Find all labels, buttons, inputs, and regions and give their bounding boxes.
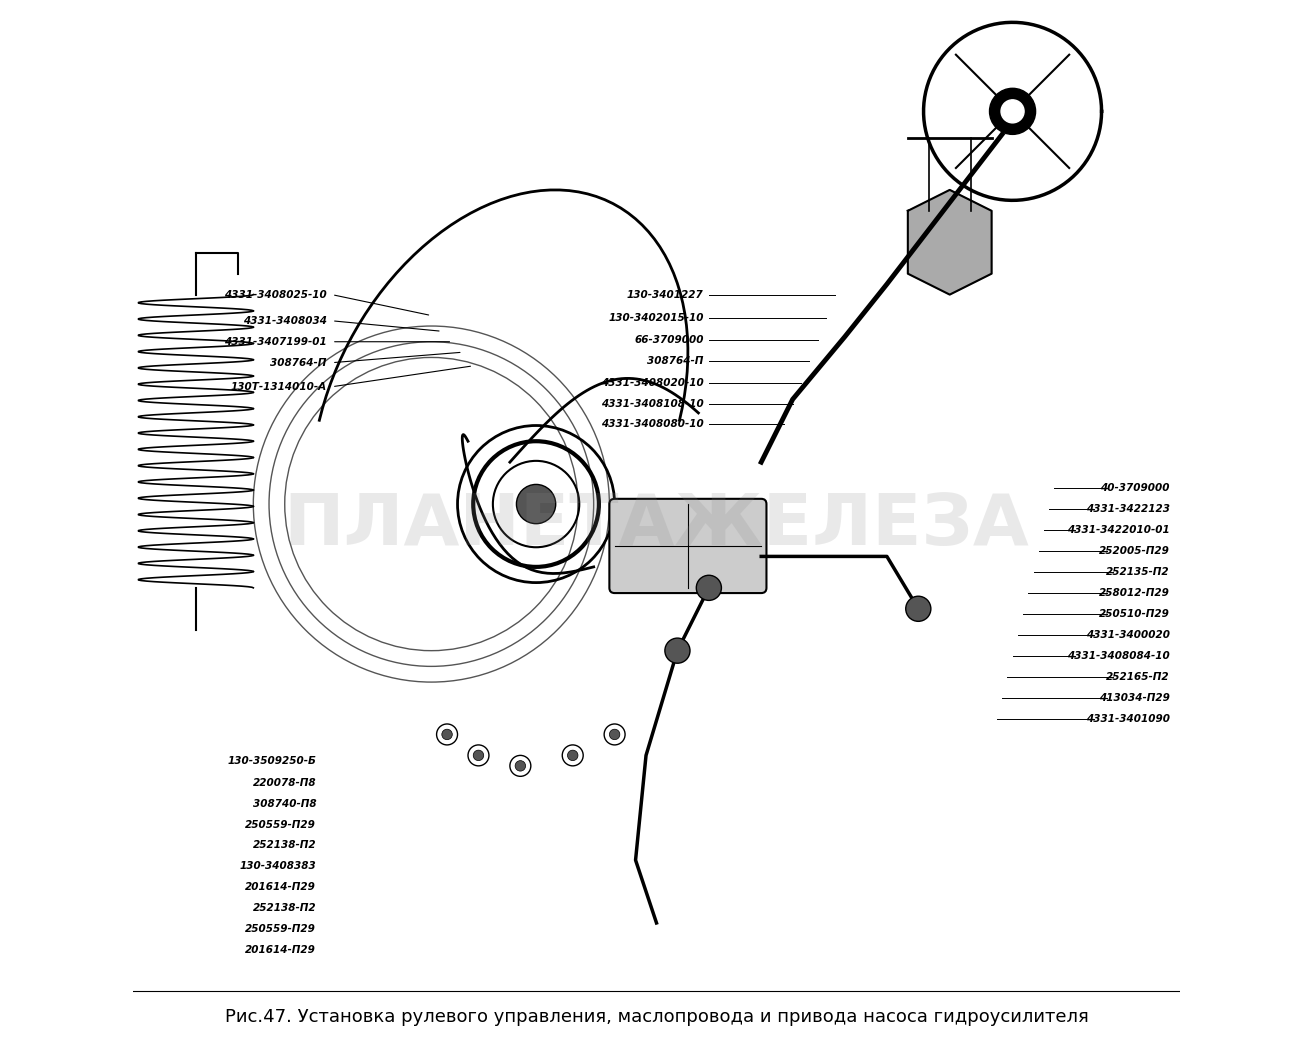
Circle shape [467, 744, 488, 765]
Text: 201614-П29: 201614-П29 [246, 945, 316, 956]
Text: 258012-П29: 258012-П29 [1099, 588, 1170, 598]
Text: 252138-П2: 252138-П2 [252, 840, 316, 850]
Text: 308764-П: 308764-П [647, 356, 704, 365]
Circle shape [696, 575, 721, 601]
Text: 4331-3407199-01: 4331-3407199-01 [225, 337, 327, 346]
Circle shape [516, 484, 555, 524]
Text: 130-3408383: 130-3408383 [239, 861, 316, 872]
Text: 40-3709000: 40-3709000 [1100, 483, 1170, 493]
Text: 308764-П: 308764-П [270, 358, 327, 367]
Text: 4331-3408020-10: 4331-3408020-10 [601, 378, 704, 387]
Text: 4331-3408108-10: 4331-3408108-10 [601, 399, 704, 408]
Text: 252005-П29: 252005-П29 [1099, 546, 1170, 556]
Text: 130-3402015-10: 130-3402015-10 [608, 313, 704, 322]
Circle shape [1001, 100, 1024, 123]
Text: 4331-3408025-10: 4331-3408025-10 [225, 290, 327, 299]
Text: 4331-3408084-10: 4331-3408084-10 [1067, 651, 1170, 660]
Text: ПЛАНЕТАЖЕЛЕЗА: ПЛАНЕТАЖЕЛЕЗА [284, 490, 1029, 560]
Circle shape [664, 638, 691, 664]
Text: 250559-П29: 250559-П29 [246, 819, 316, 830]
Text: 4331-3400020: 4331-3400020 [1086, 630, 1170, 639]
Text: 252165-П2: 252165-П2 [1106, 672, 1170, 681]
Circle shape [567, 750, 578, 760]
Text: 4331-3422123: 4331-3422123 [1086, 504, 1170, 514]
Text: 4331-3422010-01: 4331-3422010-01 [1067, 525, 1170, 536]
Text: 250510-П29: 250510-П29 [1099, 609, 1170, 620]
Text: Рис.47. Установка рулевого управления, маслопровода и привода насоса гидроусилит: Рис.47. Установка рулевого управления, м… [225, 1008, 1088, 1026]
Text: 308740-П8: 308740-П8 [252, 799, 316, 808]
Circle shape [906, 596, 931, 622]
Circle shape [562, 744, 583, 765]
Text: 4331-3401090: 4331-3401090 [1086, 714, 1170, 723]
Text: 252135-П2: 252135-П2 [1106, 567, 1170, 578]
Text: 130-3401227: 130-3401227 [626, 290, 704, 299]
Circle shape [509, 755, 530, 776]
Text: 130-3509250-Б: 130-3509250-Б [227, 756, 316, 765]
Text: 220078-П8: 220078-П8 [252, 778, 316, 788]
Circle shape [609, 729, 620, 739]
FancyBboxPatch shape [609, 499, 767, 593]
Text: 252138-П2: 252138-П2 [252, 903, 316, 914]
Circle shape [515, 760, 525, 771]
Text: 4331-3408034: 4331-3408034 [243, 316, 327, 326]
Polygon shape [907, 190, 991, 295]
Circle shape [437, 723, 457, 744]
Circle shape [990, 88, 1036, 134]
Text: 4331-3408080-10: 4331-3408080-10 [601, 419, 704, 429]
Text: 66-3709000: 66-3709000 [634, 335, 704, 344]
Text: 413034-П29: 413034-П29 [1099, 693, 1170, 702]
Circle shape [604, 723, 625, 744]
Text: 201614-П29: 201614-П29 [246, 882, 316, 892]
Text: 250559-П29: 250559-П29 [246, 924, 316, 934]
Circle shape [441, 729, 452, 739]
Text: 130Т-1314010-А: 130Т-1314010-А [231, 382, 327, 392]
Circle shape [473, 750, 483, 760]
